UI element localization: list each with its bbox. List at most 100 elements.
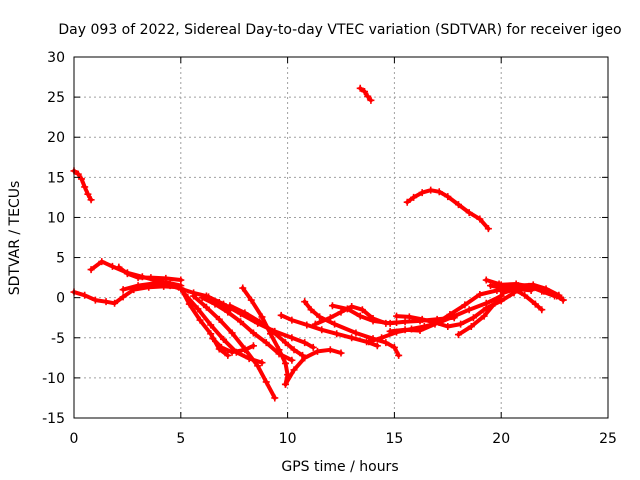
data-point: [177, 284, 185, 292]
series-arc-1: [70, 167, 95, 204]
data-point: [356, 84, 364, 92]
data-point: [81, 291, 89, 299]
data-point: [482, 276, 490, 284]
data-point: [416, 327, 424, 335]
data-point: [369, 317, 377, 325]
data-point: [262, 339, 270, 347]
data-point: [465, 306, 473, 314]
grid: [74, 57, 608, 418]
data-point: [461, 301, 469, 309]
data-point: [390, 343, 398, 351]
data-point: [277, 311, 285, 319]
plot-frame: [73, 56, 609, 419]
x-axis-ticks: 0 5 10 15 20 25: [70, 57, 617, 447]
data-point: [559, 296, 567, 304]
data-point: [326, 346, 334, 354]
data-point: [531, 300, 539, 308]
data-point: [356, 312, 364, 320]
data-point: [405, 313, 413, 321]
data-point: [237, 318, 245, 326]
data-point: [373, 342, 381, 350]
data-point: [215, 315, 223, 323]
data-point: [309, 343, 317, 351]
data-point: [228, 348, 236, 356]
data-point: [318, 326, 326, 334]
data-point: [418, 315, 426, 323]
data-point: [81, 183, 89, 191]
data-point: [343, 305, 351, 313]
series-arc-2: [356, 84, 375, 104]
data-point: [258, 313, 266, 321]
data-point: [226, 302, 234, 310]
series-arc-12: [209, 335, 257, 356]
series-line: [358, 86, 373, 103]
y-tick-label: 5: [56, 251, 65, 267]
data-point: [258, 359, 266, 367]
data-point: [134, 282, 142, 290]
data-point: [198, 294, 206, 302]
series-arc-4: [70, 282, 183, 307]
data-point: [360, 87, 368, 95]
data-point: [469, 314, 477, 322]
y-tick-label: -15: [42, 411, 65, 427]
data-point: [262, 378, 270, 386]
data-point: [256, 318, 264, 326]
data-point: [487, 282, 495, 290]
data-point: [77, 175, 85, 183]
data-point: [281, 380, 289, 388]
data-point: [403, 198, 411, 206]
y-tick-label: 30: [47, 50, 65, 66]
data-point: [275, 346, 283, 354]
data-point: [444, 193, 452, 201]
data-point: [457, 320, 465, 328]
data-point: [331, 320, 339, 328]
data-point: [254, 362, 262, 370]
data-point: [316, 313, 324, 321]
data-point: [87, 196, 95, 204]
series-arc-10: [190, 292, 279, 402]
data-point: [123, 270, 131, 278]
data-point: [491, 299, 499, 307]
data-point: [311, 320, 319, 328]
x-tick-label: 15: [385, 431, 403, 447]
data-point: [271, 394, 279, 402]
data-point: [382, 339, 390, 347]
data-point: [454, 201, 462, 209]
y-tick-label: -5: [51, 331, 65, 347]
data-point: [115, 263, 123, 271]
y-tick-label: 25: [47, 90, 65, 106]
data-point: [465, 209, 473, 217]
series-arc-16: [281, 346, 345, 388]
series-line: [89, 259, 183, 288]
data-point: [358, 306, 366, 314]
data-point: [352, 329, 360, 337]
data-point: [480, 312, 488, 320]
data-point: [393, 312, 401, 320]
data-point: [521, 291, 529, 299]
data-point: [525, 282, 533, 290]
data-point: [386, 327, 394, 335]
data-point: [209, 335, 217, 343]
data-point: [418, 189, 426, 197]
data-point: [482, 299, 490, 307]
data-point: [378, 334, 386, 342]
data-point: [337, 308, 345, 316]
data-point: [119, 293, 127, 301]
data-point: [281, 339, 289, 347]
data-point: [281, 359, 289, 367]
data-point: [74, 170, 82, 178]
data-point: [538, 306, 546, 314]
data-point: [410, 193, 418, 201]
x-tick-label: 10: [279, 431, 297, 447]
data-point: [446, 311, 454, 319]
data-point: [301, 298, 309, 306]
data-point: [454, 331, 462, 339]
y-tick-label: -10: [42, 371, 65, 387]
data-point: [337, 349, 345, 357]
data-point: [386, 319, 394, 327]
data-point: [290, 366, 298, 374]
data-point: [147, 274, 155, 282]
data-point: [224, 308, 232, 316]
series-arc-18: [301, 298, 403, 359]
